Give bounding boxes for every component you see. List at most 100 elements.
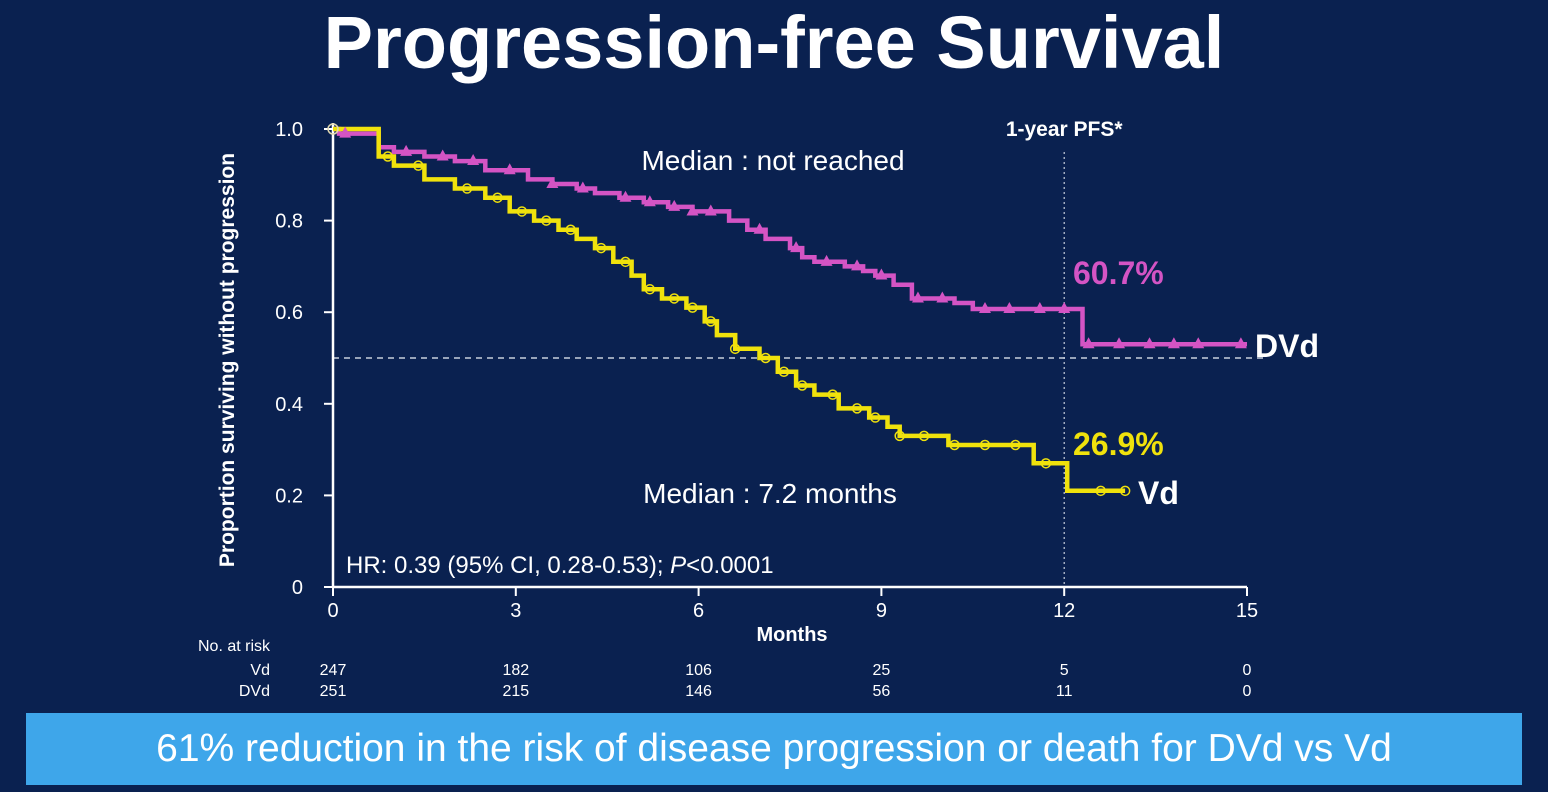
censor-mark-vd xyxy=(461,183,473,194)
km-chart: 0 0.2 0.4 0.6 0.8 1.0 0 3 6 9 12 15 Months Proportion… xyxy=(198,118,1319,700)
censor-mark-vd xyxy=(565,224,576,236)
risk-cell: 182 xyxy=(502,662,529,679)
censor-mark-dvd xyxy=(467,154,480,166)
censor-mark-vd xyxy=(827,389,838,400)
censor-mark-dvd xyxy=(911,291,924,303)
series-line-dvd xyxy=(333,126,1247,347)
censor-mark-dvd xyxy=(820,254,833,266)
censor-mark-dvd xyxy=(668,199,681,211)
hr-p-symbol: P xyxy=(670,552,686,579)
censor-mark-dvd xyxy=(576,181,589,193)
censor-mark-dvd xyxy=(339,126,352,138)
x-tick-label: 15 xyxy=(1236,600,1258,622)
median-vd-label: Median : 7.2 months xyxy=(643,478,897,509)
censor-mark-vd xyxy=(729,343,741,355)
censor-mark-vd xyxy=(705,316,717,327)
censor-mark-dvd xyxy=(400,144,413,156)
censor-mark-dvd xyxy=(1058,301,1071,313)
censor-mark-dvd xyxy=(546,176,559,188)
risk-cell: 5 xyxy=(1060,662,1069,679)
y-tick-label: 1.0 xyxy=(275,119,303,141)
censor-mark-dvd xyxy=(1033,301,1046,313)
censor-mark-vd xyxy=(778,366,790,377)
start-marker xyxy=(327,123,339,135)
risk-row-label: Vd xyxy=(250,662,270,679)
censor-mark-vd xyxy=(382,151,394,162)
x-tick-label: 3 xyxy=(510,600,521,622)
y-tick-label: 0.2 xyxy=(275,485,303,507)
y-tick-label: 0.8 xyxy=(275,211,303,233)
censor-mark-vd xyxy=(894,430,905,442)
censor-mark-dvd xyxy=(436,149,449,161)
slide-title: Progression-free Survival xyxy=(323,1,1225,84)
risk-cell: 247 xyxy=(320,662,347,679)
censor-mark-dvd xyxy=(1143,337,1156,349)
risk-table-header: No. at risk xyxy=(198,638,271,655)
risk-cell: 106 xyxy=(685,662,712,679)
x-axis-title: Months xyxy=(756,624,827,646)
risk-cell: 56 xyxy=(873,683,891,700)
censor-mark-vd xyxy=(687,302,698,313)
censor-mark-dvd xyxy=(1003,301,1016,313)
censor-mark-dvd xyxy=(753,222,766,234)
censor-mark-dvd xyxy=(643,195,656,207)
censor-mark-vd xyxy=(541,215,552,226)
risk-cell: 11 xyxy=(1056,683,1073,700)
series-line-vd xyxy=(333,126,1126,494)
censor-mark-vd xyxy=(644,284,656,295)
censor-mark-vd xyxy=(1040,458,1052,469)
x-tick-label: 12 xyxy=(1053,600,1075,622)
censor-mark-vd xyxy=(851,403,863,414)
y-tick-label: 0.4 xyxy=(275,394,303,416)
censor-mark-dvd xyxy=(1082,337,1095,349)
hazard-ratio-label: HR: 0.39 (95% CI, 0.28-0.53); P<0.0001 xyxy=(346,552,774,579)
risk-row-label: DVd xyxy=(239,683,270,700)
risk-cell: 146 xyxy=(685,683,712,700)
summary-banner: 61% reduction in the risk of disease pro… xyxy=(26,713,1522,785)
censor-mark-dvd xyxy=(704,204,717,216)
one-year-pfs-vd: 26.9% xyxy=(1073,426,1164,462)
censor-mark-vd xyxy=(620,256,631,268)
hr-text: HR: 0.39 (95% CI, 0.28-0.53); xyxy=(346,552,670,579)
series-label-dvd: DVd xyxy=(1255,328,1319,364)
censor-mark-vd xyxy=(918,430,930,442)
x-tick-label: 0 xyxy=(327,600,338,622)
censor-mark-vd xyxy=(1095,485,1107,497)
censor-mark-dvd xyxy=(790,241,803,253)
one-year-pfs-dvd: 60.7% xyxy=(1073,255,1164,291)
risk-cell: 25 xyxy=(873,662,891,679)
censor-mark-vd xyxy=(870,412,881,423)
censor-mark-dvd xyxy=(619,190,632,202)
risk-cell: 0 xyxy=(1243,683,1252,700)
censor-mark-dvd xyxy=(1113,337,1126,349)
censor-mark-vd xyxy=(796,380,808,391)
censor-mark-dvd xyxy=(936,291,949,303)
risk-cell: 251 xyxy=(320,683,347,700)
x-tick-label: 9 xyxy=(876,600,887,622)
censor-mark-vd xyxy=(949,439,960,451)
y-axis-title: Proportion surviving without progression xyxy=(216,153,239,567)
risk-cell: 0 xyxy=(1243,662,1252,679)
median-dvd-label: Median : not reached xyxy=(641,145,904,176)
censor-mark-dvd xyxy=(851,259,864,271)
censor-mark-dvd xyxy=(503,163,516,175)
y-tick-label: 0.6 xyxy=(275,302,303,324)
censor-mark-dvd xyxy=(1167,337,1180,349)
censor-mark-vd xyxy=(516,206,528,217)
x-tick-label: 6 xyxy=(693,600,704,622)
censor-mark-vd xyxy=(760,352,771,364)
censor-mark-dvd xyxy=(978,301,991,313)
censor-mark-vd xyxy=(1119,485,1131,497)
censor-mark-dvd xyxy=(875,268,888,280)
censor-mark-dvd xyxy=(686,204,699,216)
censor-mark-vd xyxy=(492,192,503,203)
censor-mark-vd xyxy=(595,242,607,254)
censor-mark-vd xyxy=(1010,439,1021,451)
censor-mark-vd xyxy=(413,160,424,171)
censor-mark-dvd xyxy=(1192,337,1205,349)
y-tick-label: 0 xyxy=(292,577,303,599)
censor-mark-vd xyxy=(979,439,991,451)
landmark-label: 1-year PFS* xyxy=(1006,118,1124,141)
series-label-vd: Vd xyxy=(1138,475,1179,511)
